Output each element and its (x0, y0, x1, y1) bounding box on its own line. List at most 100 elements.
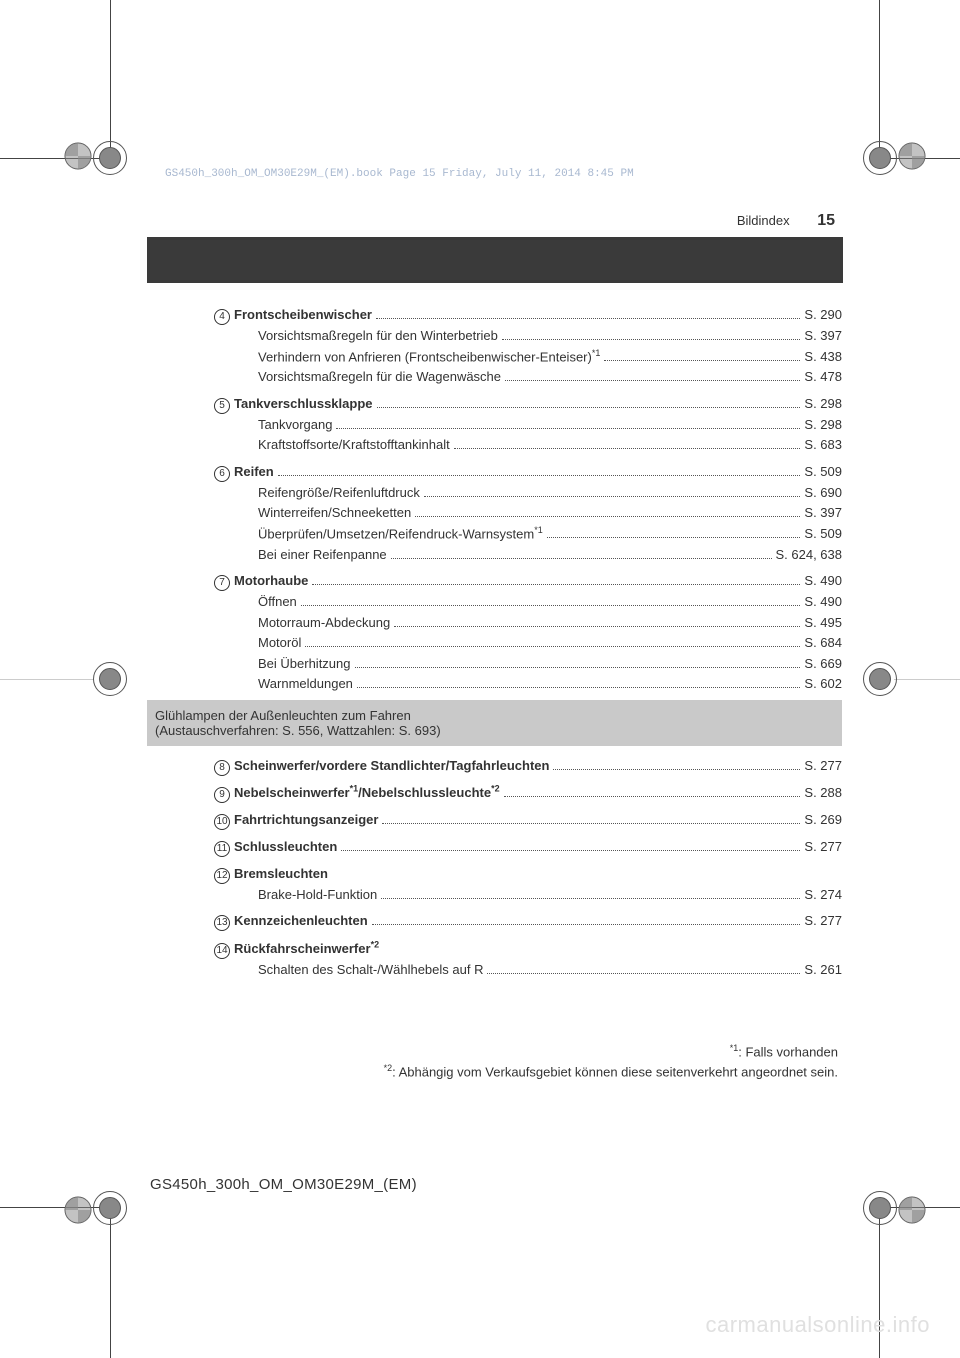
index-entry: 13Kennzeichenleuchten S. 277 (210, 911, 842, 931)
leader-dots (382, 823, 800, 824)
entry-label: Schalten des Schalt-/Wählhebels auf R (258, 960, 483, 980)
entry-page: S. 490 (804, 571, 842, 591)
entry-page: S. 274 (804, 885, 842, 905)
registration-mark (93, 141, 127, 175)
leader-dots (547, 537, 801, 538)
circled-number-icon: 9 (214, 787, 230, 803)
footnote: *1*1: Falls vorhanden: Falls vorhanden (384, 1042, 838, 1062)
entry-page: S. 490 (804, 592, 842, 612)
entry-page: S. 509 (804, 462, 842, 482)
crop-mark (894, 679, 960, 680)
index-content: 4FrontscheibenwischerS. 290Vorsichtsmaßr… (210, 305, 842, 980)
circled-number-icon: 8 (214, 760, 230, 776)
entry-page: S. 298 (804, 394, 842, 414)
entry-bullet: 8 (210, 760, 234, 776)
circled-number-icon: 4 (214, 309, 230, 325)
entry-page: S. 397 (804, 503, 842, 523)
circled-number-icon: 11 (214, 841, 230, 857)
footnotes: *1*1: Falls vorhanden: Falls vorhanden *… (384, 1042, 838, 1082)
entry-page: S. 624, 638 (776, 545, 843, 565)
index-entry: Verhindern von Anfrieren (Frontscheibenw… (234, 347, 842, 367)
index-entry: 14Rückfahrscheinwerfer*2 (210, 938, 842, 958)
circled-number-icon: 5 (214, 398, 230, 414)
entry-page: S. 669 (804, 654, 842, 674)
circled-number-icon: 6 (214, 466, 230, 482)
leader-dots (487, 973, 800, 974)
page-number: 15 (817, 212, 835, 229)
registration-mark (863, 1191, 897, 1225)
pinwheel-icon (63, 1195, 93, 1225)
entry-bullet: 9 (210, 787, 234, 803)
entry-label: Kennzeichenleuchten (234, 911, 368, 931)
pinwheel-icon (897, 141, 927, 171)
entry-label: Nebelscheinwerfer*1/Nebelschlussleuchte*… (234, 783, 500, 803)
entry-page: S. 438 (804, 347, 842, 367)
entry-page: S. 495 (804, 613, 842, 633)
section-heading-title: Glühlampen der Außenleuchten zum Fahren (155, 708, 832, 723)
leader-dots (312, 584, 800, 585)
section-title: Bildindex (737, 213, 790, 228)
leader-dots (505, 380, 800, 381)
entry-label: Tankverschlussklappe (234, 394, 373, 414)
entry-label: Verhindern von Anfrieren (Frontscheibenw… (258, 347, 600, 367)
entry-label: Winterreifen/Schneeketten (258, 503, 411, 523)
entry-label: Bremsleuchten (234, 864, 328, 884)
entry-label: Motorraum-Abdeckung (258, 613, 390, 633)
crop-mark (110, 1208, 111, 1358)
index-entry: Vorsichtsmaßregeln für die WagenwäscheS.… (234, 367, 842, 387)
entry-page: S. 277 (804, 756, 842, 776)
circled-number-icon: 13 (214, 915, 230, 931)
entry-bullet: 12 (210, 868, 234, 884)
leader-dots (502, 339, 801, 340)
entry-page: S. 269 (804, 810, 842, 830)
entry-page: S. 290 (804, 305, 842, 325)
entry-label: Kraftstoffsorte/Kraftstofftankinhalt (258, 435, 450, 455)
entry-page: S. 683 (804, 435, 842, 455)
entry-label: Warnmeldungen (258, 674, 353, 694)
registration-mark (93, 662, 127, 696)
crop-mark (0, 679, 94, 680)
entry-page: S. 298 (804, 415, 842, 435)
entry-bullet: 7 (210, 575, 234, 591)
leader-dots (381, 898, 800, 899)
leader-dots (553, 769, 800, 770)
leader-dots (604, 360, 800, 361)
entry-bullet: 11 (210, 841, 234, 857)
entry-label: Frontscheibenwischer (234, 305, 372, 325)
index-entry: MotorölS. 684 (234, 633, 842, 653)
index-entry: 4Frontscheibenwischer S. 290 (210, 305, 842, 325)
entry-label: Bei einer Reifenpanne (258, 545, 387, 565)
section-heading-sub: (Austauschverfahren: S. 556, Wattzahlen:… (155, 723, 832, 738)
leader-dots (355, 667, 801, 668)
entry-label: Reifen (234, 462, 274, 482)
page-header: Bildindex 15 (737, 212, 835, 230)
book-metadata-line: GS450h_300h_OM_OM30E29M_(EM).book Page 1… (165, 168, 634, 180)
entry-bullet: 5 (210, 398, 234, 414)
leader-dots (301, 605, 801, 606)
index-entry: 11SchlussleuchtenS. 277 (210, 837, 842, 857)
entry-label: Tankvorgang (258, 415, 332, 435)
entry-page: S. 277 (804, 837, 842, 857)
leader-dots (278, 475, 801, 476)
index-entry: Motorraum-Abdeckung S. 495 (234, 613, 842, 633)
index-entry: 8Scheinwerfer/vordere Standlichter/Tagfa… (210, 756, 842, 776)
index-entry: Schalten des Schalt-/Wählhebels auf RS. … (234, 960, 842, 980)
index-entry: 9Nebelscheinwerfer*1/Nebelschlussleuchte… (210, 783, 842, 803)
index-entry: Vorsichtsmaßregeln für den Winterbetrieb… (234, 326, 842, 346)
entry-label: Brake-Hold-Funktion (258, 885, 377, 905)
index-entry: Bei ÜberhitzungS. 669 (234, 654, 842, 674)
leader-dots (305, 646, 800, 647)
leader-dots (377, 407, 801, 408)
leader-dots (504, 796, 801, 797)
leader-dots (394, 626, 800, 627)
index-entry: Brake-Hold-Funktion S. 274 (234, 885, 842, 905)
header-bar (147, 237, 843, 283)
index-entry: 7MotorhaubeS. 490 (210, 571, 842, 591)
leader-dots (336, 428, 800, 429)
pinwheel-icon (63, 141, 93, 171)
footnote: *2: Abhängig vom Verkaufsgebiet können d… (384, 1062, 838, 1082)
entry-page: S. 277 (804, 911, 842, 931)
entry-label: Öffnen (258, 592, 297, 612)
registration-mark (93, 1191, 127, 1225)
circled-number-icon: 10 (214, 814, 230, 830)
